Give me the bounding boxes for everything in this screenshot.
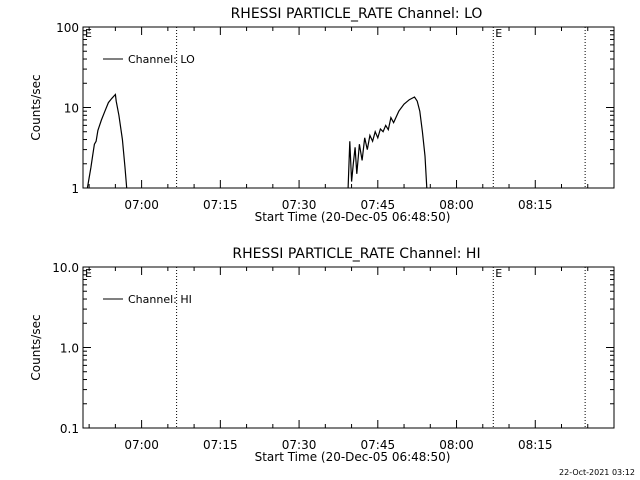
chart-title: RHESSI PARTICLE_RATE Channel: HI	[232, 246, 480, 262]
legend-label: Channel: HI	[128, 293, 192, 306]
x-tick-label: 07:15	[203, 438, 238, 452]
y-tick-label: 0.1	[60, 422, 79, 436]
chart-panel-1: RHESSI PARTICLE_RATE Channel: LO Start Ti…	[29, 6, 615, 224]
y-axis-label: Counts/sec	[29, 314, 43, 380]
x-tick-label: 07:15	[203, 198, 238, 212]
x-tick-label: 07:45	[361, 198, 396, 212]
event-annotation: E	[85, 27, 92, 40]
x-tick-label: 07:45	[361, 438, 396, 452]
x-tick-label: 08:15	[518, 438, 553, 452]
x-axis-label: Start Time (20-Dec-05 06:48:50)	[255, 450, 451, 464]
event-annotation: E	[495, 27, 502, 40]
charts-container: RHESSI PARTICLE_RATE Channel: LO Start Ti…	[29, 6, 615, 464]
event-annotation: E	[495, 267, 502, 280]
x-tick-label: 07:00	[124, 438, 159, 452]
y-tick-label: 1.0	[60, 342, 79, 356]
x-tick-label: 07:30	[282, 438, 317, 452]
x-tick-label: 07:30	[282, 198, 317, 212]
x-axis-label: Start Time (20-Dec-05 06:48:50)	[255, 210, 451, 224]
y-tick-label: 100	[56, 21, 79, 35]
chart-panel-2: RHESSI PARTICLE_RATE Channel: HI Start Ti…	[29, 246, 615, 464]
series-line-1	[86, 93, 428, 188]
event-annotation: E	[85, 267, 92, 280]
y-tick-label: 10.0	[52, 261, 79, 275]
y-tick-label: 1	[71, 182, 79, 196]
chart-title: RHESSI PARTICLE_RATE Channel: LO	[231, 6, 483, 22]
x-tick-label: 08:00	[439, 198, 474, 212]
legend-label: Channel: LO	[128, 53, 195, 66]
footer-timestamp: 22-Oct-2021 03:12	[559, 468, 635, 477]
x-tick-label: 07:00	[124, 198, 159, 212]
x-tick-label: 08:15	[518, 198, 553, 212]
x-tick-label: 08:00	[439, 438, 474, 452]
y-tick-label: 10	[64, 102, 79, 116]
y-axis-label: Counts/sec	[29, 74, 43, 140]
